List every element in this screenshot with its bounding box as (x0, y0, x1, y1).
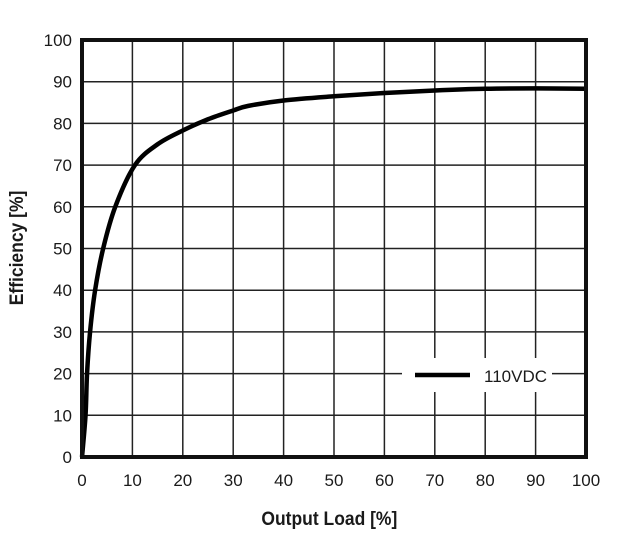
x-tick-label: 100 (572, 471, 600, 490)
y-tick-label: 40 (53, 281, 72, 300)
y-tick-label: 0 (63, 448, 72, 467)
x-tick-label: 30 (224, 471, 243, 490)
y-tick-label: 50 (53, 240, 72, 259)
grid (81, 39, 587, 458)
y-tick-label: 30 (53, 323, 72, 342)
x-tick-label: 50 (325, 471, 344, 490)
x-tick-label: 20 (173, 471, 192, 490)
y-tick-label: 70 (53, 156, 72, 175)
x-tick-label: 0 (77, 471, 86, 490)
plot-frame (80, 38, 588, 459)
y-tick-label: 10 (53, 406, 72, 425)
tick-labels: 0 10 20 30 40 50 60 70 80 90 100 0 10 20 30 40 50 60 70 80 9… (44, 31, 601, 490)
y-axis-label: Efficiency [%] (5, 191, 27, 306)
x-tick-label: 80 (476, 471, 495, 490)
x-axis-label: Output Load [%] (261, 507, 397, 529)
x-tick-label: 10 (123, 471, 142, 490)
series-line-110vdc (79, 86, 587, 458)
series-layer (79, 86, 587, 458)
x-tick-label: 70 (425, 471, 444, 490)
y-tick-label: 90 (53, 73, 72, 92)
y-tick-label: 60 (53, 198, 72, 217)
legend: 110VDC (402, 358, 552, 392)
y-tick-label: 100 (44, 31, 72, 50)
y-tick-label: 80 (53, 114, 72, 133)
x-tick-label: 40 (274, 471, 293, 490)
x-tick-label: 60 (375, 471, 394, 490)
x-tick-label: 90 (526, 471, 545, 490)
y-tick-label: 20 (53, 365, 72, 384)
legend-label: 110VDC (484, 367, 547, 386)
